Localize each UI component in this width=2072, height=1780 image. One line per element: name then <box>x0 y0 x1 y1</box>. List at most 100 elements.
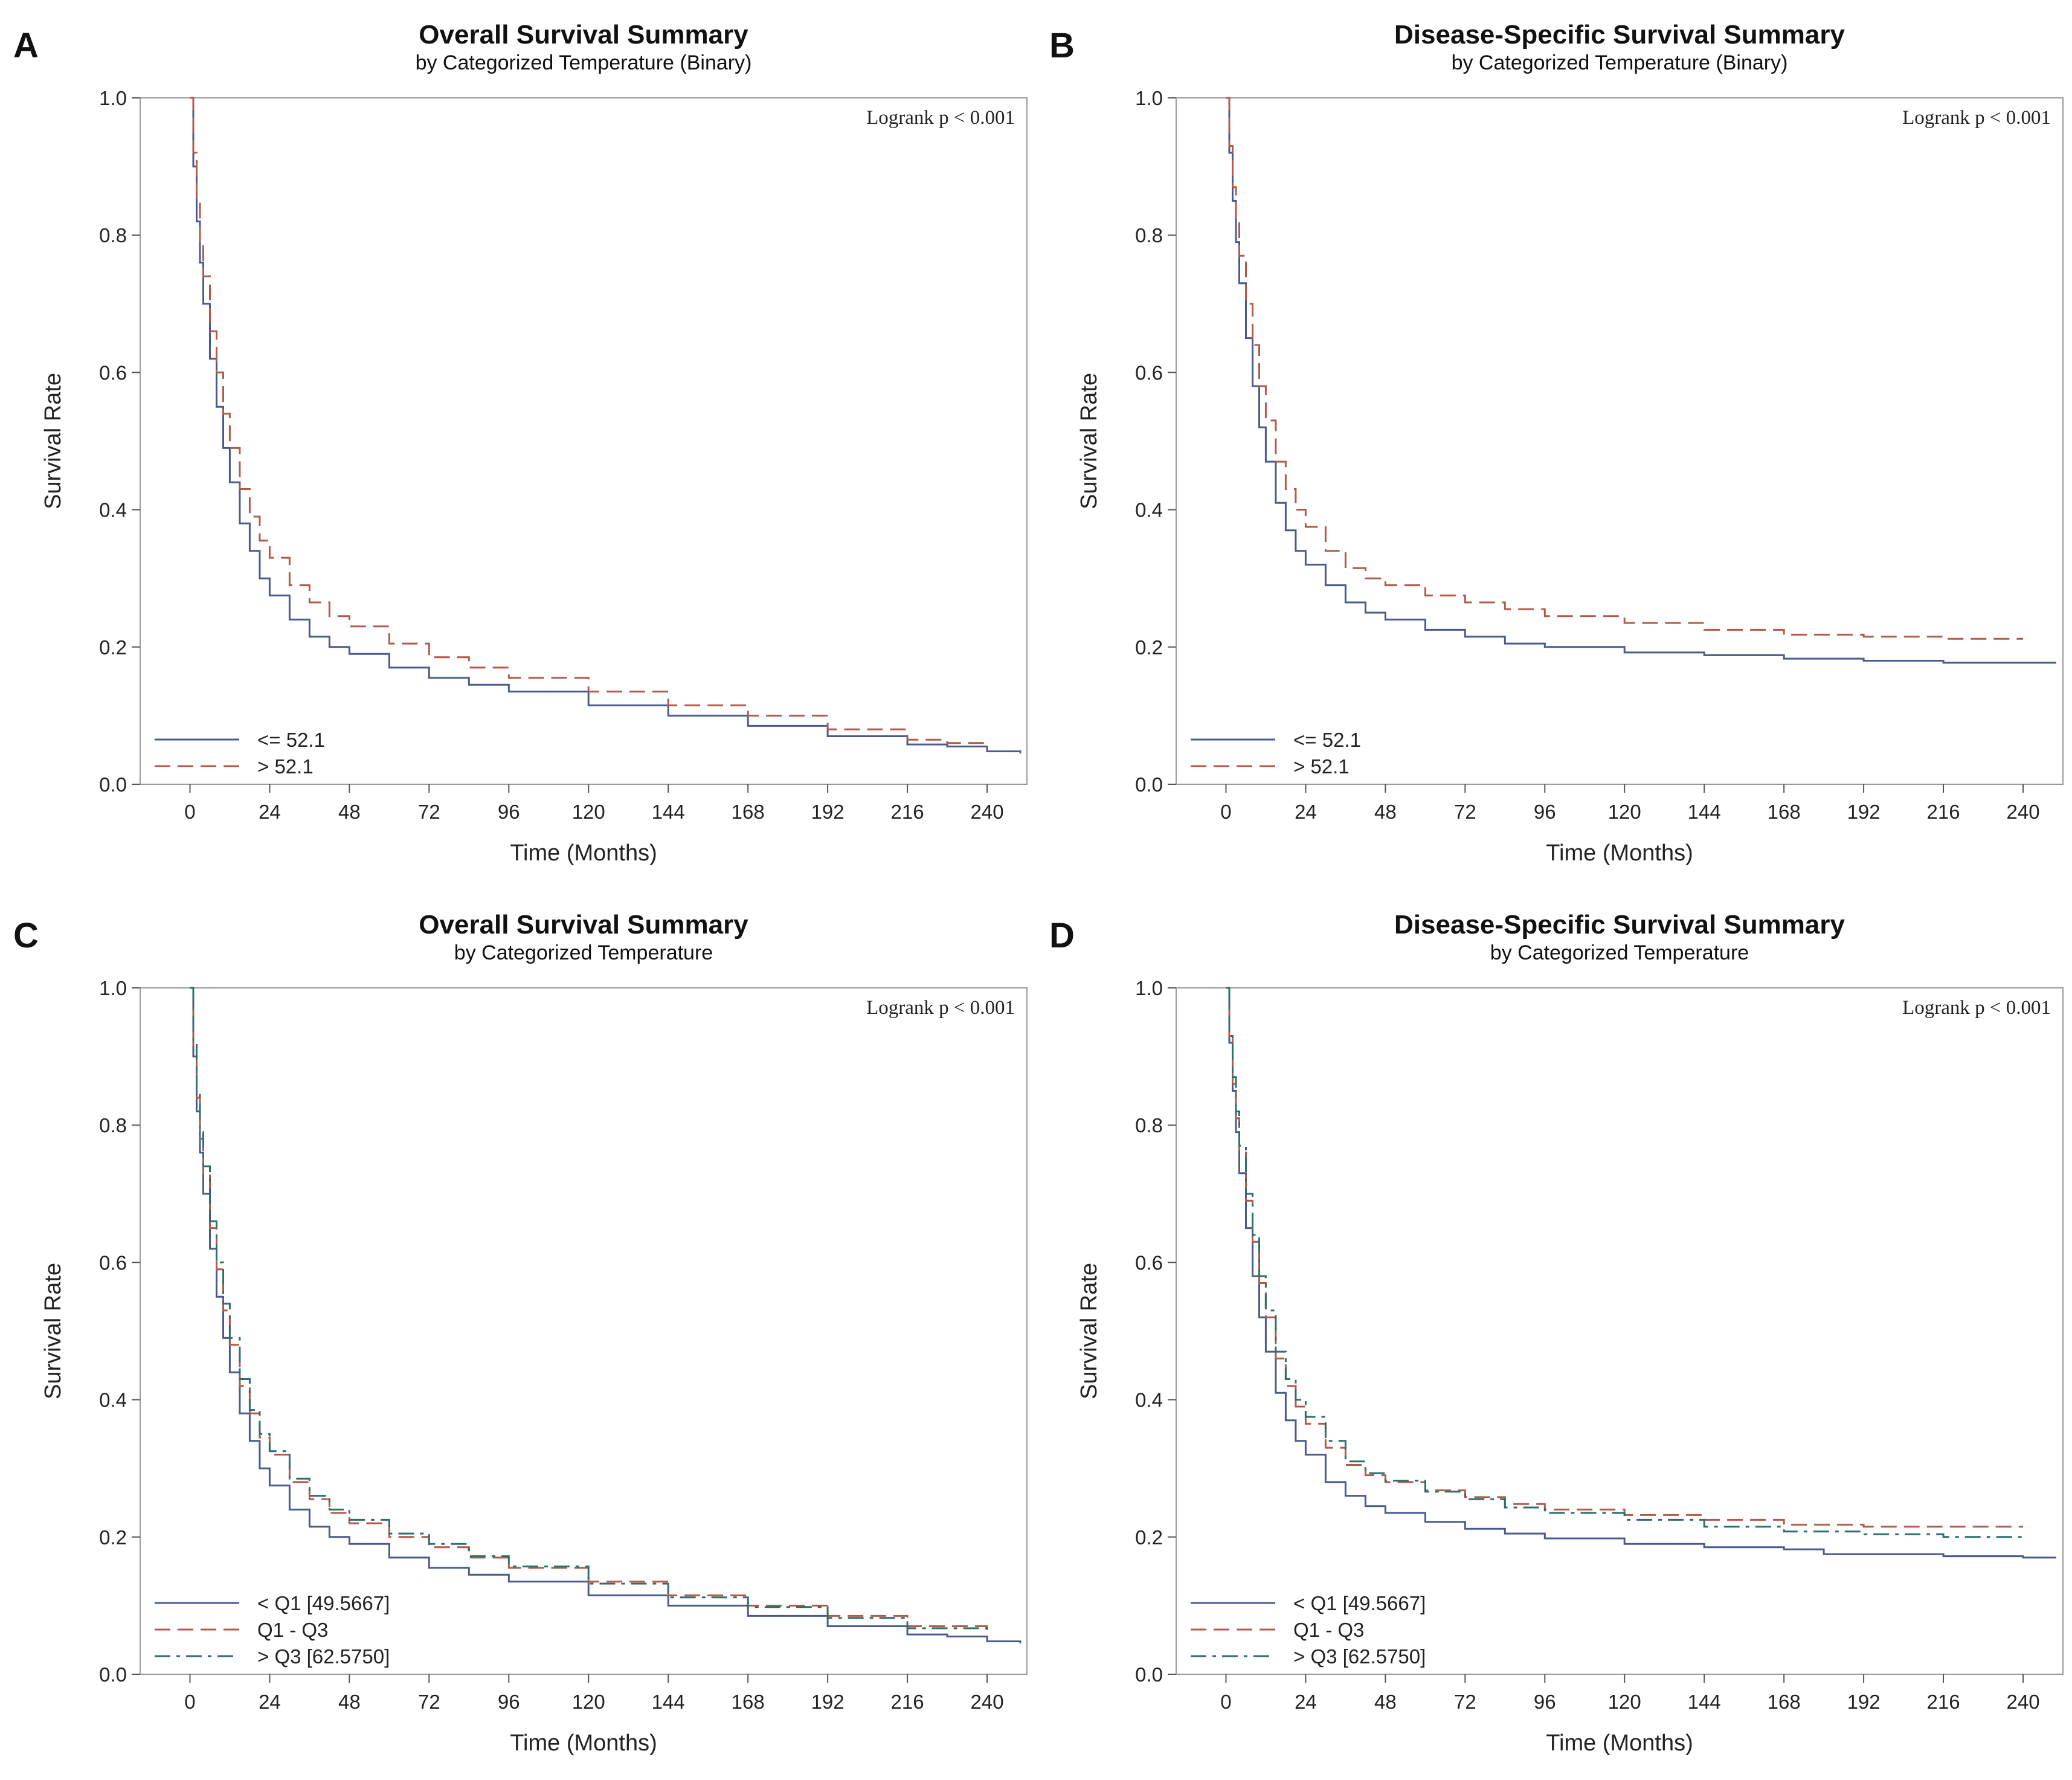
x-tick-label: 144 <box>1688 801 1721 823</box>
panel-a: A Overall Survival Summary by Categorized … <box>0 0 1036 890</box>
x-tick-label: 0 <box>1220 1691 1231 1713</box>
x-tick-label: 144 <box>1688 1691 1721 1713</box>
x-tick-label: 24 <box>1295 801 1317 823</box>
survival-curve-series-2 <box>1226 98 2024 639</box>
y-tick-label: 0.2 <box>1135 1526 1163 1549</box>
x-tick-label: 120 <box>572 1691 605 1713</box>
x-axis-label: Time (Months) <box>1546 1730 1693 1756</box>
x-tick-label: 24 <box>1295 1691 1317 1713</box>
y-tick-label: 0.6 <box>1135 361 1163 384</box>
legend-label: > 52.1 <box>1293 755 1350 778</box>
legend-label: <= 52.1 <box>257 729 325 751</box>
chart-title: Disease-Specific Survival Summary <box>1394 910 1845 940</box>
survival-curve-series-1 <box>190 98 1021 753</box>
y-tick-label: 0.2 <box>99 636 127 659</box>
x-tick-label: 96 <box>1534 801 1556 823</box>
y-tick-label: 1.0 <box>99 977 127 999</box>
logrank-annotation: Logrank p < 0.001 <box>1902 997 2051 1019</box>
x-tick-label: 48 <box>338 1691 361 1713</box>
chart-subtitle: by Categorized Temperature <box>1490 941 1749 964</box>
x-tick-label: 96 <box>498 1691 520 1713</box>
x-tick-label: 120 <box>1608 801 1641 823</box>
plot-frame <box>1176 98 2063 784</box>
y-axis-label: Survival Rate <box>1076 1263 1102 1399</box>
x-tick-label: 216 <box>1927 1691 1960 1713</box>
y-tick-label: 0.2 <box>1135 636 1163 659</box>
legend-label: > 52.1 <box>257 755 314 778</box>
x-tick-label: 240 <box>970 1691 1003 1713</box>
survival-curve-series-1 <box>1226 988 2057 1558</box>
x-tick-label: 48 <box>1374 1691 1397 1713</box>
y-tick-label: 0.0 <box>99 1663 127 1686</box>
chart-subtitle: by Categorized Temperature <box>454 941 713 964</box>
plot-frame <box>140 988 1027 1674</box>
y-tick-label: 0.8 <box>99 224 127 247</box>
logrank-annotation: Logrank p < 0.001 <box>866 997 1015 1019</box>
x-tick-label: 72 <box>1454 1691 1476 1713</box>
x-tick-label: 240 <box>2006 801 2039 823</box>
survival-curve-series-3 <box>190 988 988 1633</box>
x-axis-label: Time (Months) <box>510 1730 657 1756</box>
chart-title: Overall Survival Summary <box>419 20 748 50</box>
x-tick-label: 72 <box>418 1691 440 1713</box>
x-tick-label: 192 <box>1847 801 1881 823</box>
y-axis-label: Survival Rate <box>1076 373 1102 509</box>
chart-title: Disease-Specific Survival Summary <box>1394 20 1845 50</box>
legend-label: Q1 - Q3 <box>1293 1619 1364 1641</box>
survival-curve-series-2 <box>190 98 988 743</box>
x-tick-label: 120 <box>1608 1691 1641 1713</box>
x-tick-label: 48 <box>338 801 361 823</box>
survival-curve-series-1 <box>190 988 1021 1643</box>
logrank-annotation: Logrank p < 0.001 <box>866 107 1015 129</box>
x-tick-label: 240 <box>970 801 1003 823</box>
survival-curve-series-1 <box>1226 98 2057 663</box>
panel-letter-b: B <box>1049 26 1075 65</box>
legend-label: < Q1 [49.5667] <box>257 1592 390 1614</box>
panel-c: C Overall Survival Summary by Categorized … <box>0 890 1036 1780</box>
x-tick-label: 144 <box>652 1691 685 1713</box>
panel-letter-d: D <box>1049 916 1075 955</box>
logrank-annotation: Logrank p < 0.001 <box>1902 107 2051 129</box>
legend-label: < Q1 [49.5667] <box>1293 1592 1426 1614</box>
y-tick-label: 0.2 <box>99 1526 127 1549</box>
x-tick-label: 216 <box>891 801 924 823</box>
y-tick-label: 0.4 <box>99 499 127 521</box>
x-tick-label: 24 <box>259 801 281 823</box>
x-tick-label: 72 <box>1454 801 1476 823</box>
y-tick-label: 0.0 <box>1135 1663 1163 1686</box>
y-tick-label: 0.8 <box>99 1114 127 1137</box>
x-axis-label: Time (Months) <box>510 840 657 866</box>
x-tick-label: 192 <box>811 1691 845 1713</box>
y-tick-label: 1.0 <box>99 87 127 109</box>
x-tick-label: 168 <box>1768 1691 1801 1713</box>
plot-frame <box>140 98 1027 784</box>
y-tick-label: 0.6 <box>99 1251 127 1274</box>
chart-title: Overall Survival Summary <box>419 910 748 940</box>
x-tick-label: 0 <box>184 1691 195 1713</box>
y-tick-label: 0.8 <box>1135 1114 1163 1137</box>
legend-label: Q1 - Q3 <box>257 1619 328 1641</box>
y-tick-label: 0.4 <box>1135 499 1163 521</box>
y-tick-label: 1.0 <box>1135 87 1163 109</box>
legend-label: > Q3 [62.5750] <box>1293 1645 1426 1668</box>
panel-d: D Disease-Specific Survival Summary by Cat… <box>1036 890 2072 1780</box>
y-axis-label: Survival Rate <box>40 1263 66 1399</box>
x-tick-label: 96 <box>1534 1691 1556 1713</box>
x-tick-label: 120 <box>572 801 605 823</box>
x-tick-label: 168 <box>732 1691 765 1713</box>
y-tick-label: 1.0 <box>1135 977 1163 999</box>
x-tick-label: 48 <box>1374 801 1397 823</box>
plot-frame <box>1176 988 2063 1674</box>
x-tick-label: 168 <box>732 801 765 823</box>
panel-letter-c: C <box>13 916 39 955</box>
y-axis-label: Survival Rate <box>40 373 66 509</box>
chart-subtitle: by Categorized Temperature (Binary) <box>1452 51 1788 74</box>
x-axis-label: Time (Months) <box>1546 840 1693 866</box>
x-tick-label: 0 <box>184 801 195 823</box>
panel-b: B Disease-Specific Survival Summary by Cat… <box>1036 0 2072 890</box>
x-tick-label: 216 <box>891 1691 924 1713</box>
x-tick-label: 0 <box>1220 801 1231 823</box>
x-tick-label: 240 <box>2006 1691 2039 1713</box>
